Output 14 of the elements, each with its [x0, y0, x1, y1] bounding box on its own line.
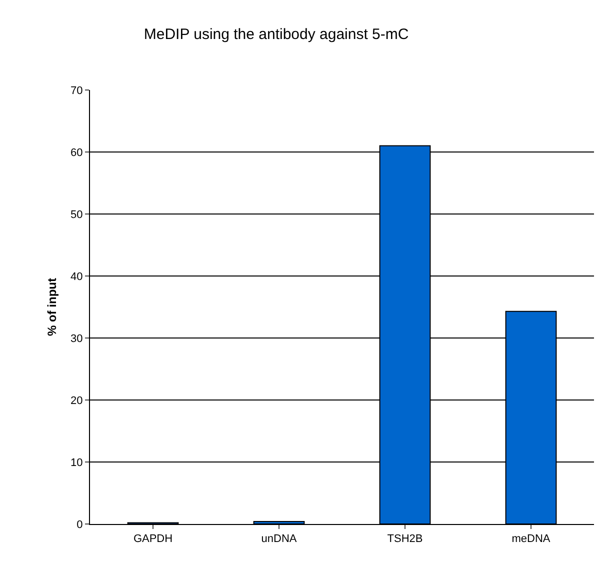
- y-tick-label: 20: [70, 394, 83, 407]
- y-tick-label: 0: [76, 518, 83, 531]
- x-tick-label: unDNA: [261, 533, 298, 546]
- y-tick-label: 40: [70, 270, 83, 283]
- x-tick-label: GAPDH: [133, 533, 173, 546]
- y-tick-label: 10: [70, 456, 83, 469]
- y-axis-title: % of input: [45, 278, 59, 336]
- y-tick-label: 50: [70, 208, 83, 221]
- x-tick-label: meDNA: [512, 533, 551, 546]
- y-tick-label: 70: [70, 84, 83, 97]
- y-tick-label: 60: [70, 146, 83, 159]
- x-tick-label: TSH2B: [387, 533, 423, 546]
- chart-title: MeDIP using the antibody against 5-mC: [144, 26, 409, 44]
- y-tick-label: 30: [70, 332, 83, 345]
